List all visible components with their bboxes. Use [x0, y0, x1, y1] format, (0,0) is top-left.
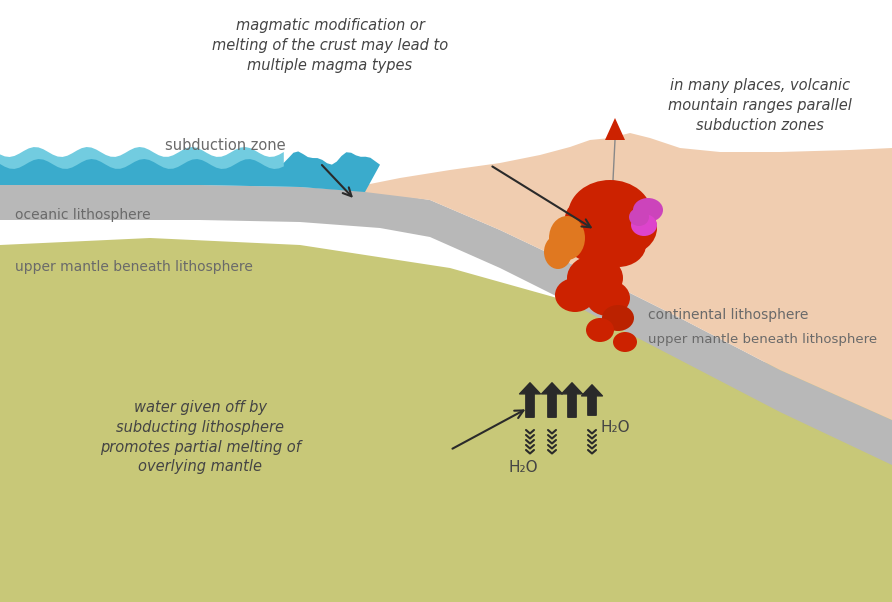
Ellipse shape: [565, 198, 615, 238]
Ellipse shape: [613, 332, 637, 352]
Polygon shape: [0, 185, 892, 465]
Ellipse shape: [586, 318, 614, 342]
Ellipse shape: [602, 305, 634, 331]
Text: oceanic lithosphere: oceanic lithosphere: [15, 208, 151, 222]
Ellipse shape: [629, 208, 649, 226]
Polygon shape: [0, 147, 284, 169]
Ellipse shape: [575, 183, 635, 227]
Ellipse shape: [593, 201, 657, 255]
Polygon shape: [365, 133, 892, 420]
Ellipse shape: [560, 202, 630, 262]
Polygon shape: [0, 150, 380, 192]
Ellipse shape: [568, 180, 652, 250]
Ellipse shape: [544, 235, 572, 269]
Text: magmatic modification or
melting of the crust may lead to
multiple magma types: magmatic modification or melting of the …: [212, 18, 448, 73]
Polygon shape: [0, 238, 892, 602]
Text: upper mantle beneath lithosphere: upper mantle beneath lithosphere: [648, 333, 877, 346]
Ellipse shape: [590, 223, 646, 267]
Ellipse shape: [586, 280, 630, 316]
Ellipse shape: [549, 216, 585, 260]
Text: in many places, volcanic
mountain ranges parallel
subduction zones: in many places, volcanic mountain ranges…: [668, 78, 852, 132]
Text: continental lithosphere: continental lithosphere: [648, 308, 808, 322]
Text: upper mantle beneath lithosphere: upper mantle beneath lithosphere: [15, 260, 252, 274]
Ellipse shape: [631, 214, 657, 236]
Text: subduction zone: subduction zone: [165, 138, 285, 153]
Ellipse shape: [567, 255, 623, 301]
Text: water given off by
subducting lithosphere
promotes partial melting of
overlying : water given off by subducting lithospher…: [100, 400, 301, 474]
Text: H₂O: H₂O: [508, 460, 538, 475]
Polygon shape: [605, 118, 625, 140]
Ellipse shape: [633, 198, 663, 222]
Text: H₂O: H₂O: [600, 420, 630, 435]
Ellipse shape: [555, 278, 595, 312]
